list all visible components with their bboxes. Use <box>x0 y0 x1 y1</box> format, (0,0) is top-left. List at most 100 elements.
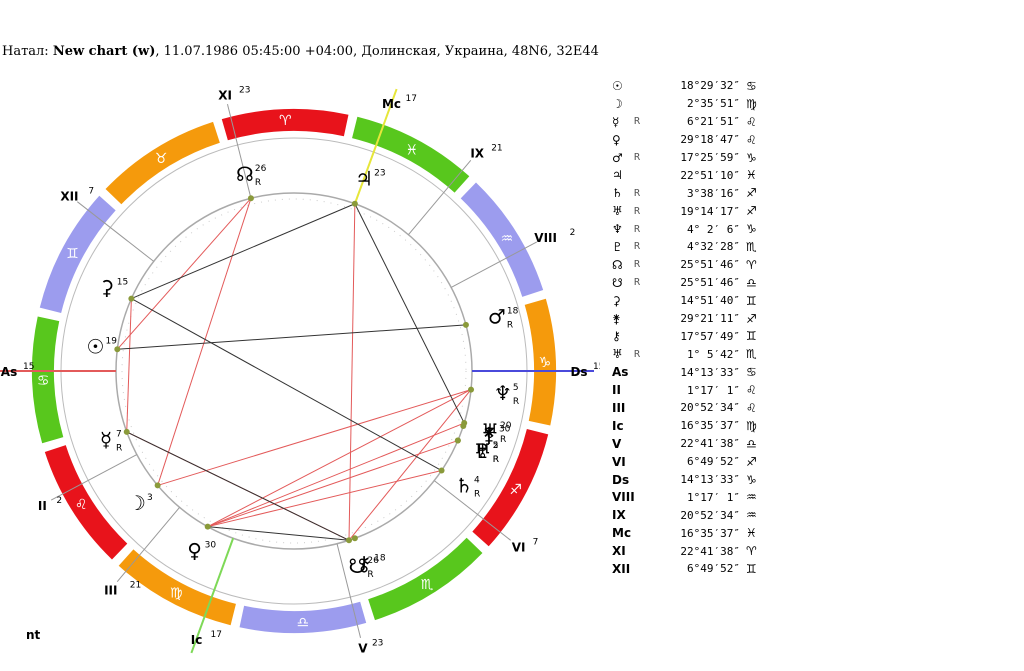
aspect-line-black-0 <box>117 324 466 350</box>
aspect-line-red-3 <box>207 389 472 528</box>
position-value: 3°38′16″ <box>687 186 740 200</box>
planet-retro-8: R <box>513 397 519 407</box>
planet-glyph-4: ♂ <box>488 305 506 329</box>
position-sign: ♒ <box>746 490 757 505</box>
position-row: As 14°13′33″ ♋ <box>612 363 766 381</box>
planet-dot-8 <box>468 386 475 393</box>
zodiac-sign-11: ♊ <box>66 246 79 262</box>
zodiac-sign-10: ♉ <box>155 151 168 167</box>
planet-retro-6: R <box>474 490 480 500</box>
position-sign: ♋ <box>746 365 757 380</box>
planet-degree-5: 23 <box>374 168 385 178</box>
position-glyph: ♅ <box>612 347 623 362</box>
planet-degree-0: 19 <box>105 337 117 347</box>
position-glyph: ☋ <box>612 275 623 290</box>
zodiac-sector-2 <box>118 549 236 626</box>
position-sign: ♌ <box>746 400 757 415</box>
cusp-label-11: XII <box>60 190 78 204</box>
planet-dot-1 <box>154 482 161 489</box>
zodiac-sign-3: ♎ <box>296 615 309 631</box>
position-value: 6°21′51″ <box>687 115 740 129</box>
planet-dot-12 <box>128 295 135 302</box>
zodiac-sign-8: ♓ <box>406 142 419 158</box>
planet-glyph-0: ☉ <box>87 335 105 359</box>
natal-chart-wheel: ♋♌♍♎♏♐♑♒♓♈♉♊As15II2III21Ic17V23VI7Ds15VI… <box>0 85 600 656</box>
position-glyph: VI <box>612 454 626 469</box>
aspect-ring <box>115 192 473 550</box>
header-prefix: Натал: <box>2 44 53 59</box>
cusp-line-5 <box>433 480 512 541</box>
planet-degree-8: 5 <box>513 383 519 393</box>
planet-degree-13: 30 <box>499 424 511 434</box>
position-value: 6°49′52″ <box>687 455 740 469</box>
position-row: V 22°41′38″ ♎ <box>612 435 766 453</box>
planet-retro-15: R <box>493 455 499 465</box>
degree-ring <box>121 198 467 544</box>
position-value: 14°13′33″ <box>680 365 740 379</box>
position-sign: ♌ <box>746 114 757 129</box>
position-value: 22°41′38″ <box>680 544 740 558</box>
position-value: 1°17′ 1″ <box>687 383 740 397</box>
planet-glyph-6: ♄ <box>455 474 473 498</box>
position-value: 4° 2′ 6″ <box>687 222 740 236</box>
cusp-label-1: II <box>38 499 47 513</box>
header-details: , 11.07.1986 05:45:00 +04:00, Долинская,… <box>155 44 599 59</box>
planet-retro-4: R <box>507 321 513 331</box>
planet-glyph-8: ♆ <box>494 381 512 405</box>
zodiac-sign-9: ♈ <box>279 113 292 129</box>
position-glyph: IX <box>612 508 626 523</box>
position-value: 20°52′34″ <box>680 401 740 415</box>
planet-dot-13 <box>460 423 467 430</box>
position-value: 6°49′52″ <box>687 562 740 576</box>
position-value: 20°52′34″ <box>680 508 740 522</box>
zodiac-sector-10 <box>105 121 220 205</box>
cusp-degree-4: 23 <box>372 639 383 649</box>
position-sign: ♊ <box>746 293 757 308</box>
position-sign: ♌ <box>746 383 757 398</box>
planet-degree-6: 4 <box>474 476 480 486</box>
position-glyph: ☿ <box>612 114 620 129</box>
planet-dot-11 <box>346 537 353 544</box>
zodiac-sector-4 <box>368 537 483 621</box>
position-sign: ♋ <box>746 78 757 93</box>
position-glyph: XI <box>612 544 626 559</box>
cusp-degree-8: 21 <box>491 144 502 154</box>
position-sign: ♒ <box>746 508 757 523</box>
house-ring <box>60 137 528 605</box>
position-retro: R <box>634 116 641 128</box>
position-value: 4°32′28″ <box>687 240 740 254</box>
aspect-line-red-10 <box>348 389 472 541</box>
cusp-label-4: V <box>358 642 368 656</box>
position-retro: R <box>634 187 641 199</box>
position-value: 29°18′47″ <box>680 133 740 147</box>
position-glyph: Mc <box>612 526 632 541</box>
aspect-line-red-5 <box>157 198 252 486</box>
zodiac-sector-11 <box>39 195 116 313</box>
position-sign: ♈ <box>746 544 757 559</box>
position-glyph: ⚳ <box>612 293 621 308</box>
position-value: 22°41′38″ <box>680 437 740 451</box>
position-glyph: VIII <box>612 490 635 505</box>
position-value: 29°21′11″ <box>680 312 740 326</box>
cusp-label-3: Ic <box>191 633 203 647</box>
zodiac-sign-6: ♑ <box>539 355 552 371</box>
aspect-line-black-2 <box>131 298 442 471</box>
position-row: III 20°52′34″ ♌ <box>612 399 766 417</box>
cusp-degree-0: 15 <box>23 362 34 372</box>
position-value: 25°51′46″ <box>680 276 740 290</box>
cusp-degree-9: 17 <box>405 94 416 104</box>
chart-name: New chart (w) <box>52 44 156 59</box>
position-sign: ♐ <box>746 204 757 219</box>
position-value: 16°35′37″ <box>680 526 740 540</box>
planet-dot-0 <box>114 346 121 353</box>
position-glyph: ☊ <box>612 257 623 272</box>
planet-degree-3: 30 <box>205 540 217 550</box>
position-value: 19°14′17″ <box>680 204 740 218</box>
cusp-degree-6: 15 <box>593 362 600 372</box>
position-row: Mc 16°35′37″ ♓ <box>612 524 766 542</box>
position-retro: R <box>634 259 641 271</box>
cusp-line-10 <box>226 104 252 199</box>
cusp-label-5: VI <box>512 540 526 554</box>
aspect-line-red-0 <box>116 197 252 350</box>
zodiac-sector-0 <box>32 316 64 444</box>
